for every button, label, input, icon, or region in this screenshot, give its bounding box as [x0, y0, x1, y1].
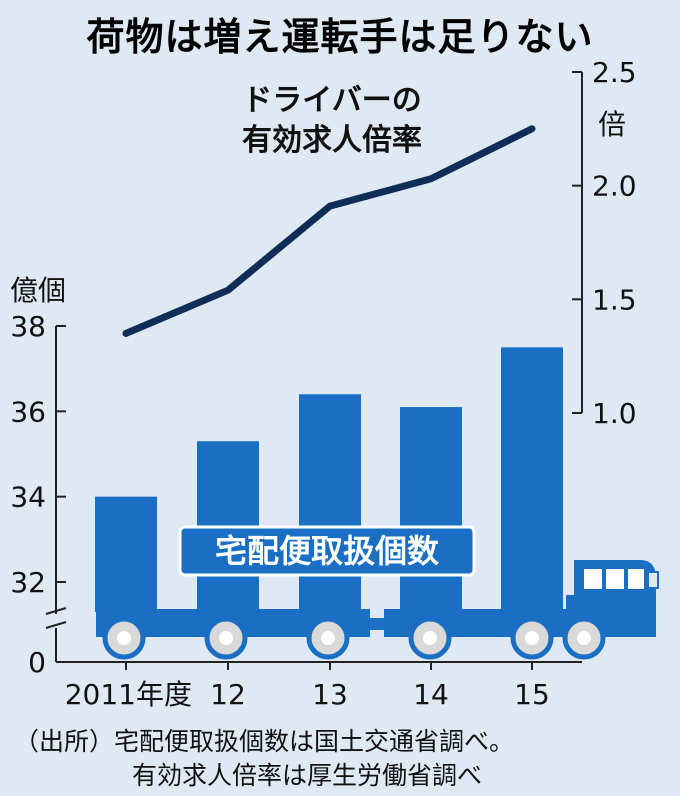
wheel-hub-1	[219, 631, 233, 645]
right-tick-label-2: 1.5	[592, 283, 637, 316]
truck-mirror	[647, 571, 659, 589]
left-tick-label-0: 38	[10, 310, 46, 343]
x-tick-label-0: 2011年度	[65, 678, 192, 711]
truck-cab-step	[566, 595, 576, 609]
bar-label-text: 宅配便取扱個数	[215, 532, 440, 570]
left-tick-label-1: 36	[10, 395, 46, 428]
chart-title: 荷物は増え運転手は足りない	[86, 15, 594, 59]
wheel-hub-5	[577, 631, 591, 645]
left-tick-label-2: 34	[10, 481, 46, 514]
left-tick-label-3: 32	[10, 566, 46, 599]
right-tick-label-3: 1.0	[592, 397, 637, 430]
truck-window-1	[584, 569, 602, 589]
line-label-2: 有効求人倍率	[242, 123, 422, 158]
bar-4	[501, 347, 563, 612]
right-axis-unit: 倍	[598, 108, 626, 141]
wheel-hub-0	[117, 631, 131, 645]
truck-graphic	[96, 560, 659, 660]
line-driver-job-ratio	[122, 125, 536, 337]
line-label-1: ドライバーの	[242, 83, 421, 118]
x-tick-label-2: 13	[312, 678, 348, 711]
source-note-line-2: 有効求人倍率は厚生労働省調べ	[132, 761, 483, 790]
source-note-line-1: （出所）宅配便取扱個数は国土交通省調べ。	[14, 727, 515, 756]
bar-series	[95, 347, 563, 612]
truck-bed-coupling	[370, 618, 384, 630]
left-tick-label-zero: 0	[28, 646, 46, 679]
x-tick-label-1: 12	[210, 678, 246, 711]
bar-0	[95, 496, 157, 612]
right-tick-label-1: 2.0	[592, 170, 637, 203]
wheel-hub-2	[321, 631, 335, 645]
right-tick-label-0: 2.5	[592, 56, 637, 89]
x-tick-label-3: 14	[413, 678, 449, 711]
wheel-hub-4	[525, 631, 539, 645]
axes	[45, 71, 583, 670]
axis-break-mark	[45, 607, 67, 629]
truck-window-2	[606, 569, 624, 589]
wheel-hub-3	[423, 631, 437, 645]
truck-window-3	[628, 569, 644, 589]
bar-label-box	[178, 525, 476, 577]
bar-3	[400, 407, 462, 612]
line-series	[122, 125, 536, 337]
bar-2	[299, 394, 361, 612]
chart-text: 38 36 34 32 0 億個 2011年度 12 13 14 15 2.5 2.0 1.5 1.0 倍 ドラ…	[10, 56, 637, 711]
left-axis-unit: 億個	[10, 274, 66, 307]
x-tick-label-4: 15	[514, 678, 550, 711]
